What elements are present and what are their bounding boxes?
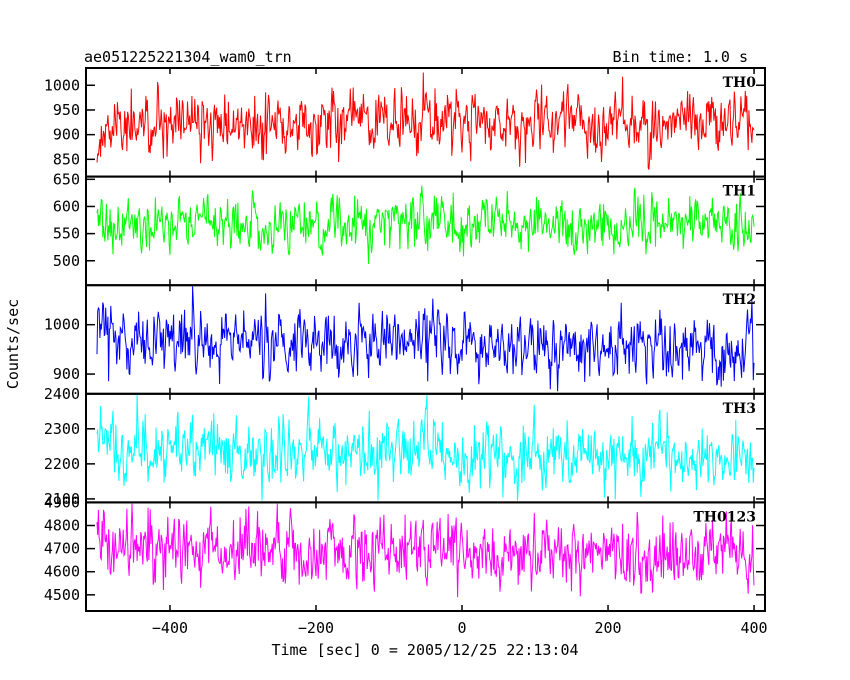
panel-name: TH1 (723, 184, 756, 200)
y-tick-label: 550 (53, 225, 80, 243)
y-tick-label: 4800 (44, 517, 80, 535)
x-tick-label: −400 (152, 619, 188, 637)
series-th3 (96, 393, 755, 501)
y-tick-label: 900 (53, 365, 80, 383)
x-tick-label: 200 (594, 619, 621, 637)
y-tick-label: 2300 (44, 420, 80, 438)
series-th1 (96, 185, 755, 265)
y-tick-label: 900 (53, 126, 80, 144)
y-tick-label: 1000 (44, 316, 80, 334)
x-axis-label: Time [sec] 0 = 2005/12/25 22:13:04 (271, 641, 578, 659)
y-tick-label: 2400 (44, 385, 80, 403)
series-th2 (96, 286, 755, 392)
y-axis-label: Counts/sec (4, 299, 22, 389)
bin-time-label: Bin time: 1.0 s (613, 48, 748, 66)
x-tick-label: 0 (457, 619, 466, 637)
x-axis: −400 −200 0 200 400 (152, 619, 768, 637)
y-tick-label: 600 (53, 197, 80, 215)
y-tick-label: 500 (53, 252, 80, 270)
y-tick-label: 650 (53, 170, 80, 188)
x-tick-label: 400 (741, 619, 768, 637)
panel-th3: 2100 2200 2300 2400 TH3 (44, 385, 766, 508)
series-th0123 (96, 503, 755, 598)
panel-name: TH2 (723, 292, 756, 308)
y-tick-label: 850 (53, 150, 80, 168)
y-tick-label: 2100 (44, 490, 80, 508)
panel-frame (85, 175, 766, 287)
y-tick-label: 4900 (44, 493, 80, 511)
y-tick-label: 4500 (44, 586, 80, 604)
panel-name: TH0123 (693, 509, 756, 525)
chart-title: ae051225221304_wam0_trn (84, 48, 292, 66)
panel-frame (85, 501, 766, 612)
y-tick-label: 950 (53, 101, 80, 119)
panel-th1: 500 550 600 650 TH1 (53, 170, 766, 287)
panel-name: TH3 (723, 401, 756, 417)
series-th0 (96, 72, 755, 170)
panel-th0: 850 900 950 1000 TH0 (44, 67, 766, 178)
y-tick-label: 1000 (44, 76, 80, 94)
panel-th2: 900 1000 TH2 (44, 284, 766, 395)
panel-th0123: 4500 4600 4700 4800 4900 TH0123 (44, 493, 766, 612)
y-tick-label: 2200 (44, 455, 80, 473)
y-tick-label: 4600 (44, 563, 80, 581)
panels: 850 900 950 1000 TH0 500 550 600 650 TH1 900 1000 TH… (44, 67, 766, 612)
x-tick-label: −200 (298, 619, 334, 637)
panel-name: TH0 (723, 75, 757, 91)
y-tick-label: 4700 (44, 540, 80, 558)
